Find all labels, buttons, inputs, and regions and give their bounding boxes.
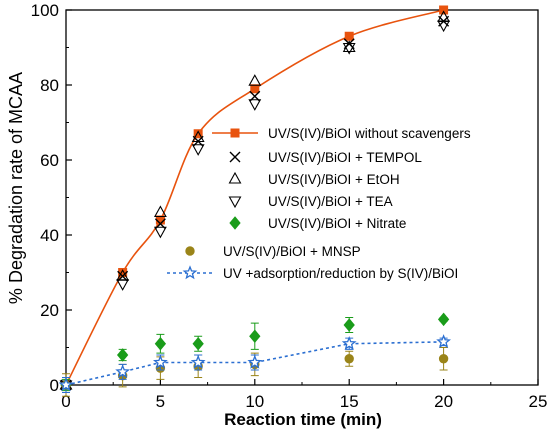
legend-entry: UV/S(IV)/BiOI + TEA — [228, 194, 393, 209]
data-point — [249, 329, 261, 344]
legend-label: UV/S(IV)/BiOI + EtOH — [268, 172, 400, 187]
legend-marker — [185, 246, 195, 256]
legend-marker — [230, 128, 240, 138]
legend-label: UV/S(IV)/BiOI + MNSP — [223, 244, 361, 259]
legend-marker — [182, 265, 198, 280]
x-tick-label: 25 — [529, 392, 548, 411]
data-point — [116, 279, 130, 291]
data-point — [115, 364, 131, 379]
axes: 0 5 10 15 20 25 0 20 40 60 80 100 — [31, 1, 548, 411]
data-point — [152, 354, 168, 369]
data-point — [247, 354, 263, 369]
y-tick-label: 0 — [50, 376, 59, 395]
data-point — [437, 312, 450, 327]
data-point — [191, 130, 205, 143]
data-point — [436, 334, 452, 349]
data-point — [248, 74, 262, 86]
data-point — [344, 354, 354, 364]
legend-marker — [229, 216, 241, 230]
x-tick-label: 10 — [245, 392, 264, 411]
y-tick-label: 40 — [40, 226, 59, 245]
data-point — [116, 348, 129, 362]
legend-label: UV/S(IV)/BiOI without scavengers — [268, 126, 471, 141]
data-point — [438, 354, 449, 364]
legend-entry: UV/S(IV)/BiOI + MNSP — [185, 244, 361, 259]
series-layer — [58, 5, 452, 397]
legend-entry: UV/S(IV)/BiOI + EtOH — [228, 171, 400, 187]
x-tick-label: 15 — [340, 392, 359, 411]
data-point — [153, 226, 167, 239]
data-point — [344, 31, 354, 41]
x-tick-label: 0 — [61, 392, 70, 411]
y-tick-label: 80 — [40, 76, 59, 95]
data-point — [154, 336, 167, 351]
legend-entry: UV +adsorption/reduction by S(IV)/BiOI — [167, 265, 458, 281]
legend-marker — [229, 151, 241, 163]
data-point — [439, 5, 449, 15]
data-point — [153, 205, 167, 218]
legend-entry: UV/S(IV)/BiOI + TEMPOL — [229, 150, 422, 165]
x-tick-label: 20 — [434, 392, 453, 411]
data-point — [190, 354, 206, 369]
legend: UV/S(IV)/BiOI without scavengers UV/S(IV)… — [167, 126, 471, 281]
data-point — [341, 335, 357, 351]
data-point — [342, 42, 356, 55]
legend-label: UV/S(IV)/BiOI + Nitrate — [268, 216, 406, 231]
data-point — [250, 84, 260, 94]
x-tick-label: 5 — [156, 392, 165, 411]
legend-entry: UV/S(IV)/BiOI + Nitrate — [229, 216, 406, 231]
data-point — [58, 377, 74, 392]
data-point — [192, 336, 204, 351]
y-tick-label: 100 — [31, 1, 59, 20]
legend-marker — [228, 171, 242, 184]
data-point — [248, 99, 262, 111]
legend-marker — [228, 196, 242, 209]
data-point — [191, 144, 205, 156]
data-point — [342, 40, 356, 53]
legend-label: UV/S(IV)/BiOI + TEA — [268, 194, 393, 209]
data-point — [437, 20, 451, 33]
y-axis-label: % Degradation rate of MCAA — [6, 72, 26, 304]
legend-entry: UV/S(IV)/BiOI without scavengers — [212, 126, 471, 141]
series-6 — [58, 334, 452, 393]
legend-label: UV/S(IV)/BiOI + TEMPOL — [268, 150, 422, 165]
data-point — [193, 129, 203, 139]
data-point — [343, 318, 355, 332]
y-tick-label: 20 — [40, 301, 59, 320]
y-tick-label: 60 — [40, 151, 59, 170]
x-axis-label: Reaction time (min) — [224, 410, 382, 429]
legend-label: UV +adsorption/reduction by S(IV)/BiOI — [223, 266, 458, 281]
